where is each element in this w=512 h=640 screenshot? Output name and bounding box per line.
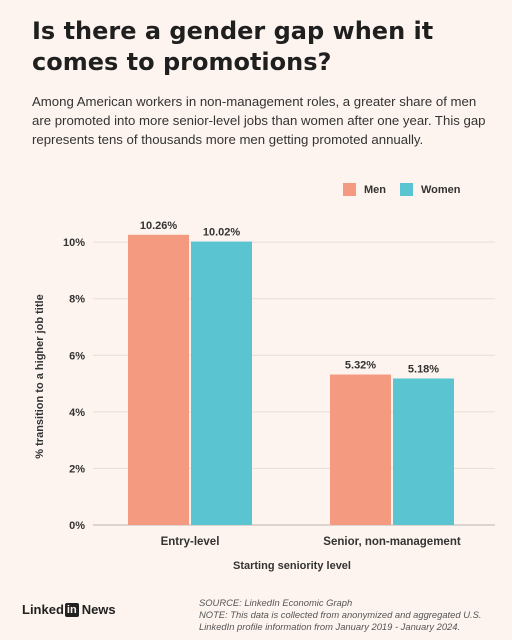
y-tick-label: 4% xyxy=(69,407,85,419)
y-tick-label: 6% xyxy=(69,350,85,362)
chart-subtitle: Among American workers in non-management… xyxy=(32,94,486,147)
source-line: SOURCE: LinkedIn Economic Graph xyxy=(199,597,353,608)
legend-label-men: Men xyxy=(364,183,386,196)
x-axis-title: Starting seniority level xyxy=(233,560,351,572)
source-note: SOURCE: LinkedIn Economic Graph NOTE: Th… xyxy=(199,597,499,633)
logo-text-linked: Linked xyxy=(22,602,64,617)
chart-title: Is there a gender gap when it comes to p… xyxy=(32,17,434,76)
legend-label-women: Women xyxy=(421,183,461,196)
bar-women xyxy=(191,241,252,525)
y-tick-label: 10% xyxy=(63,237,85,249)
data-label: 5.32% xyxy=(345,360,376,372)
bar-women xyxy=(393,378,454,525)
y-tick-label: 2% xyxy=(69,463,85,475)
logo-in-box: in xyxy=(64,602,79,617)
y-tick-label: 0% xyxy=(69,520,85,532)
legend: Men Women xyxy=(343,183,475,196)
legend-item-women: Women xyxy=(400,183,461,196)
legend-item-men: Men xyxy=(343,183,386,196)
legend-swatch-women xyxy=(400,183,413,196)
x-category-label: Entry-level xyxy=(161,536,220,548)
linkedin-news-logo: Linked in News xyxy=(22,602,116,617)
y-axis-title: % transition to a higher job title xyxy=(34,294,46,458)
data-label: 10.02% xyxy=(203,227,241,239)
data-label: 5.18% xyxy=(408,363,439,375)
note-line: NOTE: This data is collected from anonym… xyxy=(199,609,482,632)
logo-text-news: News xyxy=(81,602,116,617)
data-label: 10.26% xyxy=(140,220,178,232)
x-category-label: Senior, non-management xyxy=(323,536,461,548)
bar-men xyxy=(330,374,391,525)
legend-swatch-men xyxy=(343,183,356,196)
y-tick-label: 8% xyxy=(69,294,85,306)
bar-men xyxy=(128,234,189,525)
